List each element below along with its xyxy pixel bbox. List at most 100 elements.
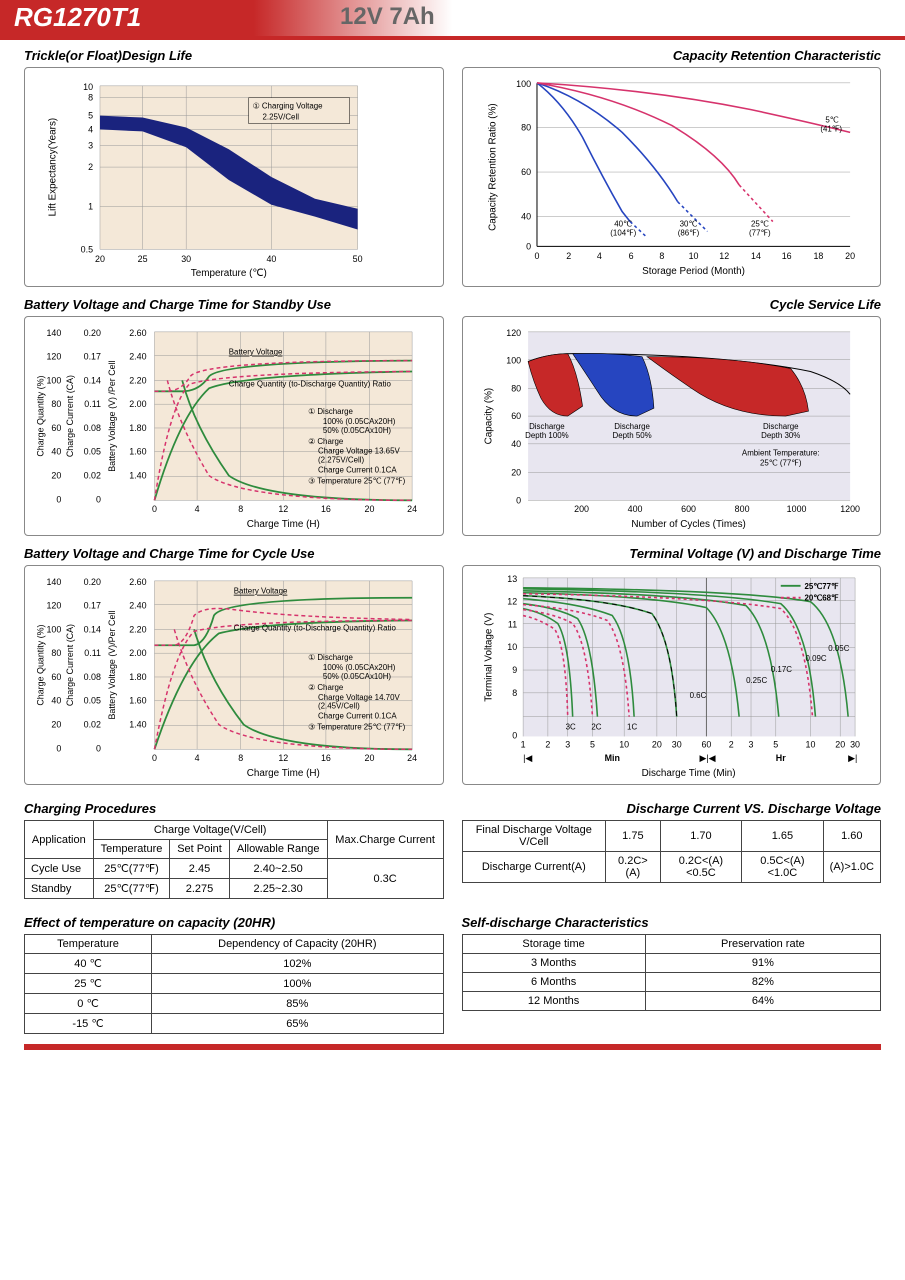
c4-xlabel: Number of Cycles (Times) [631,519,746,530]
svg-text:2.20: 2.20 [129,624,146,634]
c5-n3: 100% (0.05CAx20H) [323,663,396,672]
curve-5c [536,83,849,133]
svg-text:5: 5 [773,739,778,749]
svg-text:8: 8 [238,753,243,763]
r005c: 0.05C [828,644,849,653]
td: 6 Months [462,973,645,992]
svg-text:0: 0 [534,251,539,261]
footer-bar [24,1044,881,1050]
table2-col: Discharge Current VS. Discharge Voltage … [462,795,882,899]
leg-2: 20℃68℉ [804,594,838,603]
th-app: Application [25,821,94,859]
th-ar: Allowable Range [229,840,327,859]
chart6-col: Terminal Voltage (V) and Discharge Time [462,546,882,785]
th-cv: Charge Voltage(V/Cell) [93,821,327,840]
td: 2.40~2.50 [229,859,327,879]
c3-xt: 04 812 1620 24 [152,504,417,514]
svg-text:0: 0 [152,504,157,514]
tables-row-1: Charging Procedures Application Charge V… [24,795,881,899]
svg-text:0: 0 [512,730,517,740]
td: 1.60 [823,821,880,852]
td: 1.70 [660,821,741,852]
td: 25℃(77℉) [93,879,170,899]
table2-title: Discharge Current VS. Discharge Voltage [462,801,882,816]
svg-text:20: 20 [51,471,61,481]
svg-text:30: 30 [850,739,860,749]
lbl-40f: (104℉) [610,228,636,237]
c3-y3l: Battery Voltage (V) /Per Cell [107,360,117,471]
xtick: 40 [266,254,276,264]
c4-yt: 120100 8060 4020 0 [506,328,521,505]
svg-text:60: 60 [51,672,61,682]
header: RG1270T1 12V 7Ah [0,0,905,40]
c6-ylabel: Terminal Voltage (V) [483,613,494,702]
chart2-xticks: 0 2 4 6 8 10 12 14 16 18 20 [534,251,855,261]
table4-title: Self-discharge Characteristics [462,915,882,930]
td: 2.45 [170,859,229,879]
ytick: 4 [88,124,93,134]
th-max: Max.Charge Current [327,821,443,859]
c4-amb1: Ambient Temperature: [741,449,819,458]
th: Dependency of Capacity (20HR) [152,935,443,954]
td: 0.2C<(A)<0.5C [660,852,741,883]
c5-n9: ③ Temperature 25℃ (77℉) [308,723,406,732]
chart4-box: Discharge Depth 100% Discharge Depth 50%… [462,316,882,536]
r06c: 0.6C [689,691,706,700]
c5-n0: Battery Voltage [234,587,288,596]
chart2-title: Capacity Retention Characteristic [462,48,882,63]
c4-l1a: Discharge [529,422,565,431]
c3-n5: ② Charge [308,437,344,446]
svg-text:20: 20 [511,468,521,478]
svg-text:10: 10 [619,739,629,749]
table-row: 3 Months91% [462,954,881,973]
yt: 60 [521,167,531,177]
chart1-col: Trickle(or Float)Design Life [24,48,444,287]
arrow-m: ▶|◀ [699,753,715,763]
svg-text:14: 14 [751,251,761,261]
chart2-xlabel: Storage Period (Month) [642,266,745,277]
c4-amb2: 25℃ (77℉) [760,459,802,468]
td: Standby [25,879,94,899]
svg-text:3: 3 [565,739,570,749]
arrow-l: |◀ [523,753,532,763]
c5-y2l: Charge Current (CA) [65,624,75,706]
svg-text:0.11: 0.11 [84,399,101,409]
c5-n6: Charge Voltage 14.70V [318,693,400,702]
table1-col: Charging Procedures Application Charge V… [24,795,444,899]
td: 40 ℃ [25,954,152,974]
c6-xt: 12 35 1020 3060 23 510 2030 [520,739,859,749]
c3-n3: 100% (0.05CAx20H) [323,417,396,426]
r1c: 1C [627,723,637,732]
svg-text:1.60: 1.60 [129,447,146,457]
svg-text:80: 80 [51,399,61,409]
svg-text:0.20: 0.20 [84,577,101,587]
svg-text:80: 80 [51,648,61,658]
svg-text:2: 2 [728,739,733,749]
td: 65% [152,1014,443,1034]
svg-text:12: 12 [278,753,288,763]
svg-text:60: 60 [51,423,61,433]
th: Preservation rate [645,935,880,954]
svg-text:16: 16 [321,504,331,514]
table-row: 25 ℃100% [25,974,444,994]
c3-n7: (2.275V/Cell) [318,456,365,465]
svg-text:20: 20 [365,753,375,763]
voltage-capacity: 12V 7Ah [340,3,435,31]
c3-y1: 140120 10080 6040 200 [46,328,61,504]
svg-text:20: 20 [651,739,661,749]
svg-text:12: 12 [507,597,517,607]
c3-n6: Charge Voltage 13.65V [318,447,400,456]
lbl-5c: 5℃ [825,116,838,125]
svg-text:10: 10 [507,642,517,652]
chart5-box: 140120 10080 6040 200 0.200.17 0.140.11 … [24,565,444,785]
c5-n1: Charge Quantity (to-Discharge Quantity) … [234,623,397,632]
svg-text:100: 100 [46,624,61,634]
svg-text:18: 18 [813,251,823,261]
td: 85% [152,994,443,1014]
svg-text:8: 8 [238,504,243,514]
table-row: -15 ℃65% [25,1014,444,1034]
svg-text:0: 0 [516,495,521,505]
row-2: Battery Voltage and Charge Time for Stan… [24,297,881,536]
row-1: Trickle(or Float)Design Life [24,48,881,287]
svg-text:0.02: 0.02 [84,471,101,481]
